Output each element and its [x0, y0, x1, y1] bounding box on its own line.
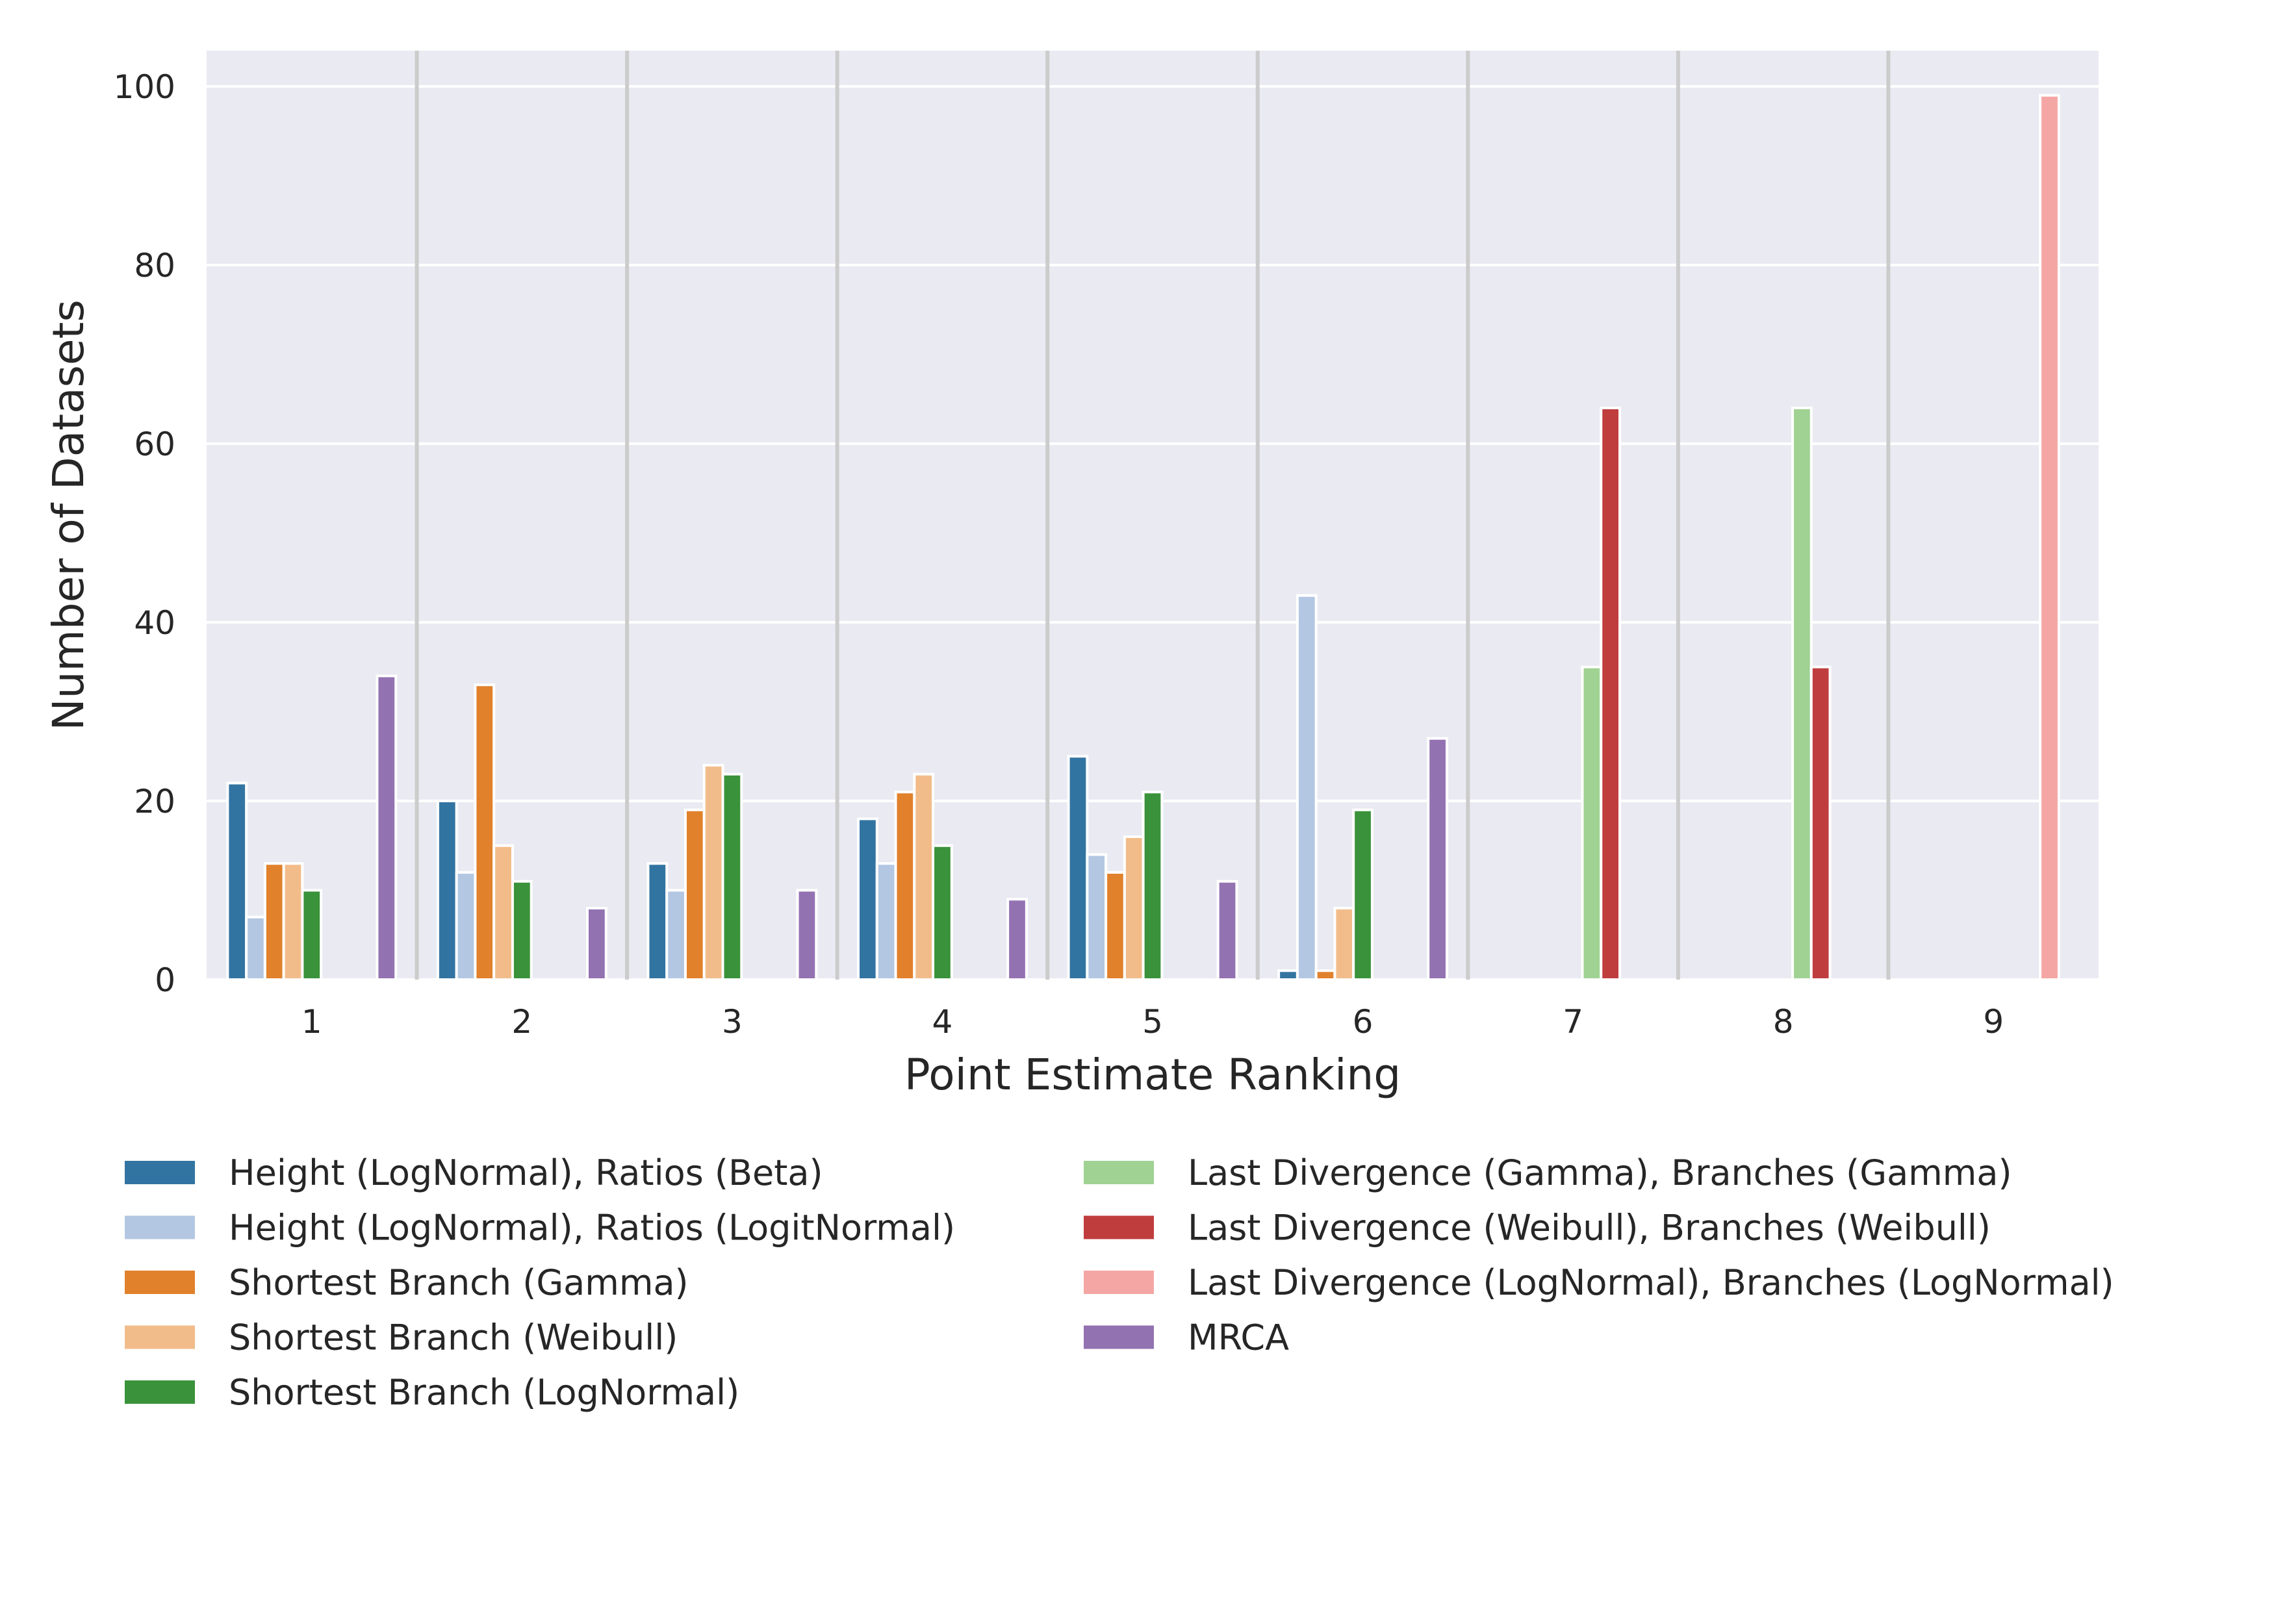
legend-entry: Shortest Branch (Gamma) [125, 1262, 689, 1303]
bar [226, 781, 248, 981]
legend-swatch [1084, 1325, 1154, 1349]
bars [226, 94, 2060, 981]
legend-swatch [1084, 1215, 1154, 1239]
bar [857, 817, 878, 981]
legend-label: Last Divergence (Gamma), Branches (Gamma… [1188, 1152, 2012, 1193]
y-tick-label: 80 [134, 247, 175, 285]
legend-label: Shortest Branch (LogNormal) [229, 1372, 739, 1413]
y-tick-label: 0 [155, 961, 175, 999]
bar [1333, 907, 1355, 981]
x-tick-label: 3 [722, 1003, 743, 1041]
bar [1277, 969, 1299, 981]
legend-swatch [125, 1380, 195, 1404]
y-tick-labels: 0 20 40 60 80 100 [114, 68, 175, 999]
legend-entry: Last Divergence (Weibull), Branches (Wei… [1084, 1208, 1991, 1249]
bar [1086, 853, 1108, 981]
bar [1791, 407, 1813, 981]
bar [1352, 808, 1373, 981]
x-tick-label: 8 [1773, 1003, 1794, 1041]
bar [455, 871, 477, 981]
bar [1809, 665, 1832, 981]
bar [1296, 594, 1318, 981]
bar [474, 683, 496, 981]
legend-entry: Last Divergence (Gamma), Branches (Gamma… [1084, 1152, 2012, 1193]
bar [245, 915, 266, 981]
bar [683, 808, 706, 981]
x-tick-label: 7 [1563, 1003, 1583, 1041]
legend-label: Height (LogNormal), Ratios (Beta) [229, 1152, 823, 1193]
legend-label: Shortest Branch (Weibull) [229, 1317, 678, 1358]
legend-entry: Shortest Branch (LogNormal) [125, 1372, 739, 1413]
bar [1006, 898, 1028, 981]
y-axis-title: Number of Datasets [44, 299, 94, 731]
legend-label: MRCA [1188, 1317, 1289, 1358]
legend-entry: Height (LogNormal), Ratios (LogitNormal) [125, 1208, 955, 1249]
x-tick-label: 9 [1983, 1003, 2004, 1041]
legend-label: Height (LogNormal), Ratios (LogitNormal) [229, 1208, 955, 1249]
legend-entry: Shortest Branch (Weibull) [125, 1317, 678, 1358]
x-tick-label: 5 [1142, 1003, 1163, 1041]
legend-entry: Height (LogNormal), Ratios (Beta) [125, 1152, 823, 1193]
bar [702, 764, 724, 981]
bar [585, 907, 607, 981]
legend-label: Last Divergence (LogNormal), Branches (L… [1188, 1262, 2114, 1303]
bar [721, 772, 743, 981]
bar [1067, 755, 1089, 981]
bar [2039, 94, 2060, 981]
bar [436, 800, 458, 981]
bar [263, 862, 285, 981]
bar [1123, 835, 1145, 981]
bar [1314, 969, 1336, 981]
bar [894, 791, 916, 981]
y-tick-label: 40 [134, 604, 175, 642]
bar [1600, 407, 1622, 981]
bar [1581, 665, 1603, 981]
bar [875, 862, 897, 981]
category-separators [415, 51, 1891, 980]
legend-entry: MRCA [1084, 1317, 1289, 1358]
bar [1105, 871, 1126, 981]
x-tick-label: 6 [1353, 1003, 1373, 1041]
y-tick-label: 20 [134, 783, 175, 820]
bar [1216, 880, 1238, 981]
bar [282, 862, 304, 981]
legend-swatch [1084, 1271, 1154, 1294]
legend-swatch [125, 1215, 195, 1239]
legend-swatch [1084, 1161, 1154, 1184]
bar [1142, 791, 1164, 981]
bar [492, 844, 514, 981]
legend-label: Last Divergence (Weibull), Branches (Wei… [1188, 1208, 1991, 1249]
legend-swatch [125, 1325, 195, 1349]
bar [376, 674, 398, 981]
x-tick-label: 4 [932, 1003, 953, 1041]
x-tick-label: 1 [301, 1003, 322, 1041]
bar [301, 889, 323, 981]
y-tick-label: 60 [134, 425, 175, 463]
x-tick-label: 2 [511, 1003, 532, 1041]
legend-label: Shortest Branch (Gamma) [229, 1262, 689, 1303]
bar [913, 772, 935, 981]
legend: Height (LogNormal), Ratios (Beta) Height … [125, 1152, 2114, 1413]
x-axis-title: Point Estimate Ranking [904, 1050, 1401, 1100]
bar [932, 844, 953, 981]
legend-swatch [125, 1271, 195, 1294]
y-tick-label: 100 [114, 68, 175, 106]
x-tick-labels: 1 2 3 4 5 6 7 8 9 [301, 1003, 2004, 1041]
bar [796, 889, 818, 981]
bar [511, 880, 533, 981]
bar [665, 889, 687, 981]
bar [646, 862, 669, 981]
bar [1427, 737, 1448, 981]
legend-entry: Last Divergence (LogNormal), Branches (L… [1084, 1262, 2114, 1303]
legend-swatch [125, 1161, 195, 1184]
